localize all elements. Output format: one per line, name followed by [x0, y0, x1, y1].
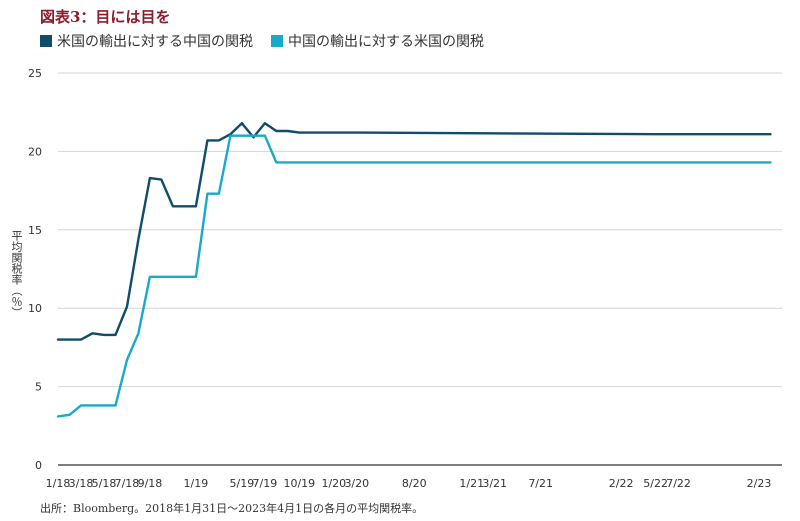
x-tick-label-17: 7/22 [666, 477, 691, 490]
x-tick-label-3: 7/18 [115, 477, 140, 490]
chart-title: 図表3：目には目を [40, 8, 171, 26]
source-note: 出所：Bloomberg。2018年1月31日〜2023年4月1日の各月の平均関… [40, 502, 424, 515]
x-tick-label-10: 3/20 [344, 477, 369, 490]
x-tick-label-1: 3/18 [69, 477, 94, 490]
x-tick-label-2: 5/18 [92, 477, 117, 490]
x-tick-label-12: 1/21 [459, 477, 484, 490]
x-tick-label-14: 7/21 [528, 477, 553, 490]
series-line-us-exports [56, 121, 772, 341]
x-tick-label-13: 3/21 [482, 477, 507, 490]
x-tick-label-7: 7/19 [253, 477, 278, 490]
y-tick-label-15: 15 [28, 224, 42, 237]
y-tick-label-10: 10 [28, 302, 42, 315]
x-tick-label-5: 1/19 [184, 477, 209, 490]
x-tick-label-15: 2/22 [609, 477, 634, 490]
y-tick-label-25: 25 [28, 67, 42, 80]
legend-swatch-us-exports [40, 35, 52, 47]
x-tick-label-16: 5/22 [643, 477, 668, 490]
x-tick-label-0: 1/18 [46, 477, 71, 490]
legend-label-china-exports: 中国の輸出に対する米国の関税 [288, 34, 484, 50]
legend-item-china-exports: 中国の輸出に対する米国の関税 [271, 31, 484, 51]
y-axis-label: 平均関税率（％） [10, 230, 23, 318]
x-tick-label-8: 10/19 [283, 477, 315, 490]
x-tick-label-4: 9/18 [138, 477, 163, 490]
legend-label-us-exports: 米国の輸出に対する中国の関税 [57, 34, 253, 50]
x-tick-label-9: 1/20 [321, 477, 346, 490]
legend-item-us-exports: 米国の輸出に対する中国の関税 [40, 31, 253, 51]
series-line-china-exports [56, 134, 772, 418]
legend-swatch-china-exports [271, 35, 283, 47]
y-tick-label-20: 20 [28, 145, 42, 158]
legend: 米国の輸出に対する中国の関税 中国の輸出に対する米国の関税 [40, 31, 502, 51]
x-tick-label-6: 5/19 [230, 477, 255, 490]
y-tick-label-0: 0 [35, 459, 42, 472]
x-tick-label-11: 8/20 [402, 477, 427, 490]
y-tick-label-5: 5 [35, 381, 42, 394]
x-tick-label-18: 2/23 [747, 477, 772, 490]
